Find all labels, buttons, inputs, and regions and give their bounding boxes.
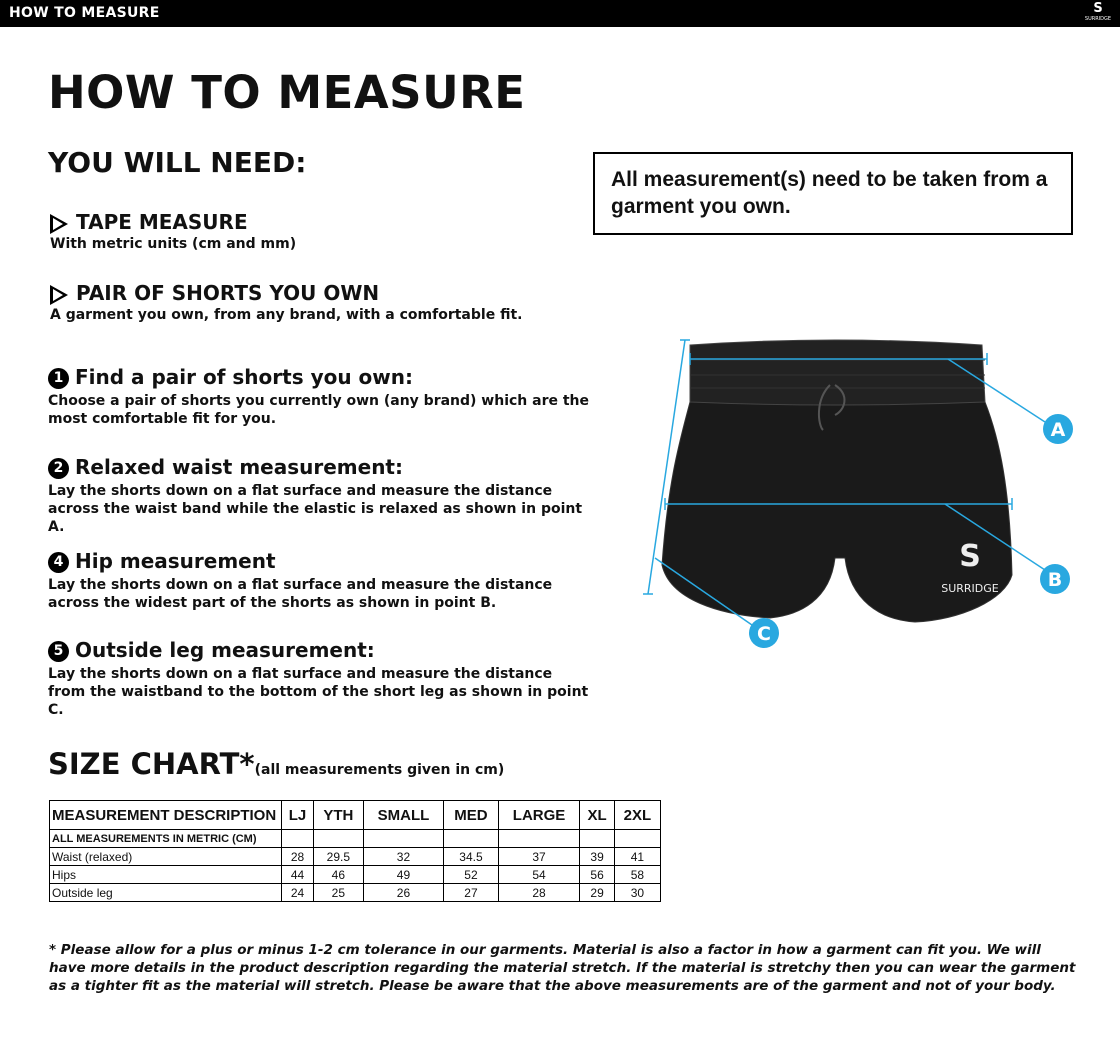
table-cell [312,829,364,848]
step-desc: Lay the shorts down on a flat surface an… [48,577,553,611]
table-cell: 44 [281,865,314,884]
table-cell: 24 [281,883,314,902]
step-title: Relaxed waist measurement: [75,455,403,479]
need-item-tape: TAPE MEASURE With metric units (cm and m… [50,210,296,252]
table-cell: 49 [362,865,445,884]
footnote: * Please allow for a plus or minus 1-2 c… [49,942,1076,994]
table-cell: 39 [579,847,615,866]
header-cell: 2XL [613,800,662,830]
table-cell: 52 [443,865,499,884]
table-cell: 30 [613,883,662,902]
table-cell [281,829,314,848]
label-b-marker: B [1040,564,1070,594]
page-title: HOW TO MEASURE [48,66,526,119]
svg-text:A: A [1051,419,1066,441]
step-title: Outside leg measurement: [75,638,375,662]
need-desc: A garment you own, from any brand, with … [50,307,523,323]
brand-text: SURRIDGE [941,582,999,595]
row-label: Outside leg [49,883,282,902]
row-label: Waist (relaxed) [49,847,282,866]
step-title: Hip measurement [75,549,276,573]
step-number: 2 [48,458,69,479]
header-cell: XL [579,800,615,830]
size-chart-subtitle: (all measurements given in cm) [254,762,505,778]
you-will-need-heading: YOU WILL NEED: [48,146,307,179]
table-cell: 26 [362,883,445,902]
table-cell: 34.5 [443,847,499,866]
header-cell: MEASUREMENT DESCRIPTION [49,800,282,830]
table-cell: 28 [497,883,581,902]
need-item-shorts: PAIR OF SHORTS YOU OWN A garment you own… [50,281,522,323]
step-number: 5 [48,641,69,662]
step-title: Find a pair of shorts you own: [75,365,413,389]
row-label: Hips [49,865,282,884]
table-cell: 27 [443,883,499,902]
label-c-marker: C [749,618,779,648]
play-triangle-icon [50,213,68,234]
table-cell: 54 [497,865,581,884]
table-cell: 37 [497,847,581,866]
header-cell: MED [443,800,499,830]
step-desc: Lay the shorts down on a flat surface an… [48,666,589,718]
table-cell [443,829,499,848]
svg-text:B: B [1048,569,1062,591]
step-5: 5 Outside leg measurement: Lay the shorts… [48,638,593,719]
step-4: 4 Hip measurement Lay the shorts down on … [48,549,593,612]
need-title: PAIR OF SHORTS YOU OWN [76,281,380,305]
header-cell: SMALL [362,800,445,830]
table-cell: 56 [579,865,615,884]
drawstring [818,384,846,431]
table-cell: 46 [312,865,364,884]
header-title: HOW TO MEASURE [9,5,160,21]
table-cell [497,829,581,848]
svg-text:C: C [757,623,771,645]
step-desc: Choose a pair of shorts you currently ow… [48,393,590,427]
header-cell: YTH [312,800,364,830]
brand-s-logo: S [959,539,981,574]
step-2: 2 Relaxed waist measurement: Lay the shor… [48,455,593,536]
notice-box: All measurement(s) need to be taken from… [593,152,1073,235]
surridge-logo: S SURRIDGE [1084,1,1112,23]
waistband [689,339,986,406]
table-row: Waist (relaxed) 28 29.5 32 34.5 37 39 41 [49,847,662,866]
header-bar: HOW TO MEASURE S SURRIDGE [0,0,1120,27]
label-a-marker: A [1043,414,1073,444]
step-number: 1 [48,368,69,389]
shorts-diagram: S SURRIDGE A B C [643,339,1073,648]
table-cell: 28 [281,847,314,866]
table-row: Hips 44 46 49 52 54 56 58 [49,865,662,884]
table-row: Outside leg 24 25 26 27 28 29 30 [49,883,662,902]
table-cell [362,829,445,848]
table-cell [613,829,662,848]
step-desc: Lay the shorts down on a flat surface an… [48,483,583,535]
table-cell: 41 [613,847,662,866]
step-number: 4 [48,552,69,573]
header-cell: LJ [281,800,314,830]
table-cell: 29 [579,883,615,902]
table-cell: 29.5 [312,847,364,866]
table-cell: 32 [362,847,445,866]
metric-note-row: ALL MEASUREMENTS IN METRIC (CM) [49,829,662,848]
need-desc: With metric units (cm and mm) [50,236,297,252]
table-cell: 58 [613,865,662,884]
header-cell: LARGE [497,800,581,830]
size-chart-table: MEASUREMENT DESCRIPTION LJ YTH SMALL MED… [49,800,662,902]
step-1: 1 Find a pair of shorts you own: Choose a… [48,365,628,428]
need-title: TAPE MEASURE [76,210,248,234]
shorts-body [661,401,1013,623]
table-cell [579,829,615,848]
table-cell: 25 [312,883,364,902]
table-header-row: MEASUREMENT DESCRIPTION LJ YTH SMALL MED… [49,800,662,830]
size-chart-title: SIZE CHART*(all measurements given in cm… [48,747,505,781]
play-triangle-icon [50,284,68,305]
metric-note: ALL MEASUREMENTS IN METRIC (CM) [49,829,282,848]
